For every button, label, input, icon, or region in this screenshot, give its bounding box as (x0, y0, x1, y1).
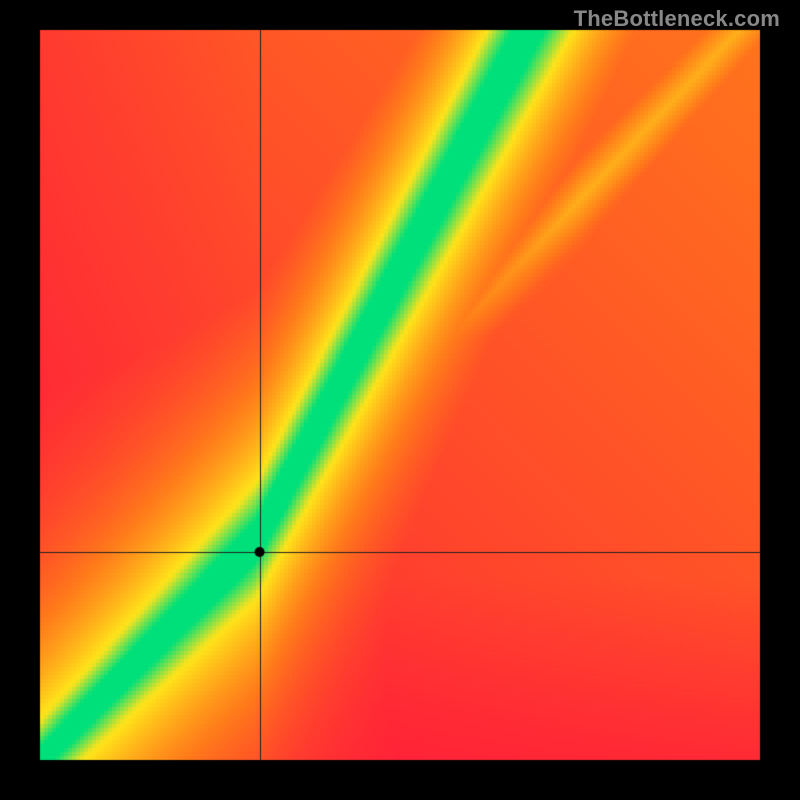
watermark-text: TheBottleneck.com (574, 6, 780, 32)
overlay-canvas (0, 0, 800, 800)
